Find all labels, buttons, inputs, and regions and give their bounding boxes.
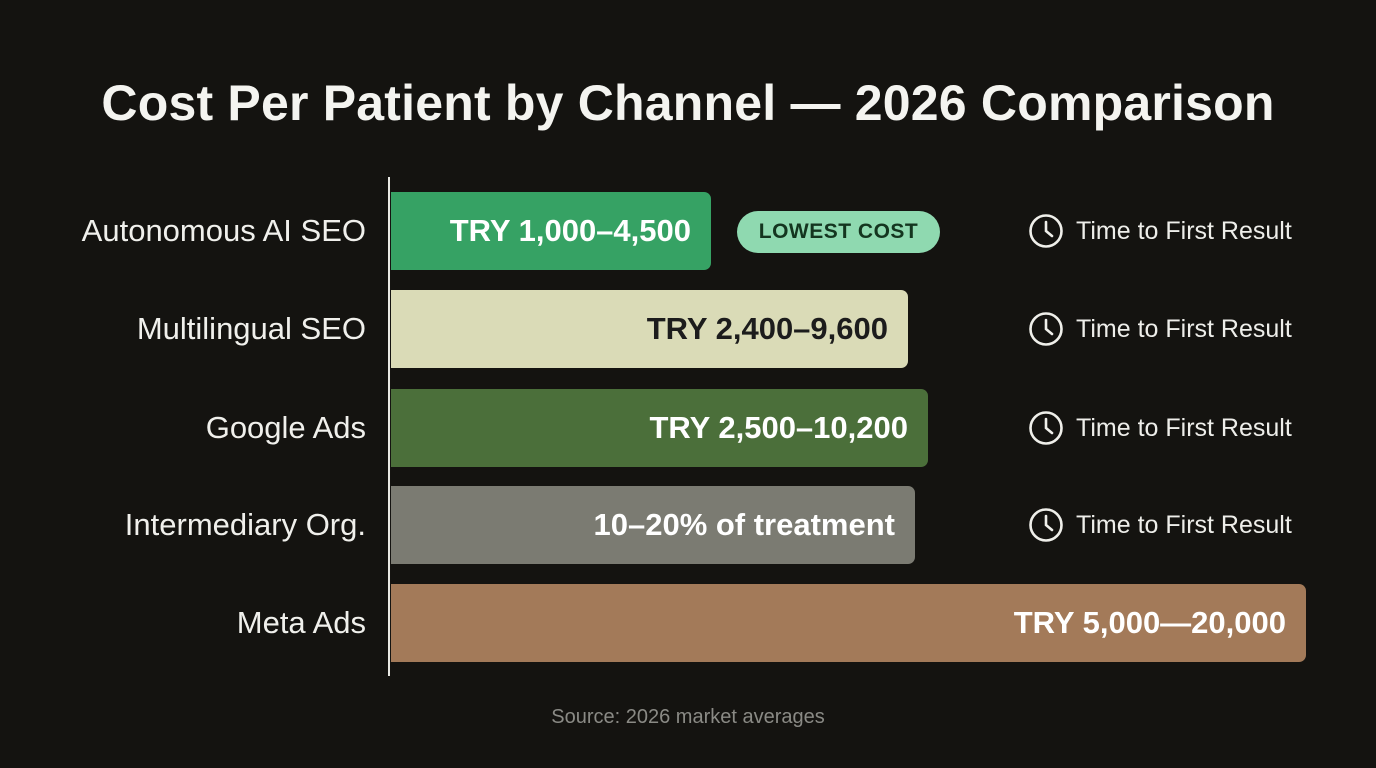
bar-row: Multilingual SEO TRY 2,400–9,600 Time to F… <box>0 290 1376 368</box>
bar-row: Autonomous AI SEO TRY 1,000–4,500 LOWEST C… <box>0 192 1376 270</box>
time-to-first-result: Time to First Result <box>1028 486 1292 564</box>
clock-icon <box>1029 508 1063 542</box>
category-label: Autonomous AI SEO <box>81 213 366 248</box>
category-label: Google Ads <box>205 410 366 445</box>
bar-value-label: TRY 2,400–9,600 <box>646 311 888 346</box>
bar-value-label: TRY 2,500–10,200 <box>649 410 908 445</box>
category-label: Intermediary Org. <box>124 507 366 542</box>
bar-value-label: TRY 1,000–4,500 <box>449 213 691 248</box>
source-note: Source: 2026 market averages <box>551 706 825 728</box>
time-to-first-result-label: Time to First Result <box>1076 413 1292 442</box>
time-to-first-result-label: Time to First Result <box>1076 314 1292 343</box>
bar <box>391 290 908 368</box>
time-to-first-result: Time to First Result <box>1028 192 1292 270</box>
bar-row: Intermediary Org. 10–20% of treatment Time… <box>0 486 1376 564</box>
bar-value-label: TRY 5,000—20,000 <box>1013 605 1286 640</box>
bar <box>391 389 928 467</box>
clock-icon <box>1029 312 1063 346</box>
time-to-first-result-label: Time to First Result <box>1076 216 1292 245</box>
bar-row: Google Ads TRY 2,500–10,200 Time to First … <box>0 389 1376 467</box>
bar-row: Meta Ads TRY 5,000—20,000 <box>0 584 1376 662</box>
category-label: Multilingual SEO <box>136 311 366 346</box>
category-label: Meta Ads <box>236 605 366 640</box>
time-to-first-result-label: Time to First Result <box>1076 510 1292 539</box>
bar <box>391 486 915 564</box>
clock-icon <box>1029 214 1063 248</box>
time-to-first-result: Time to First Result <box>1028 389 1292 467</box>
clock-icon <box>1029 411 1063 445</box>
time-to-first-result: Time to First Result <box>1028 290 1292 368</box>
y-axis-line <box>388 177 390 676</box>
bar-value-label: 10–20% of treatment <box>593 507 895 542</box>
lowest-cost-badge: LOWEST COST <box>737 211 940 253</box>
bar <box>391 584 1306 662</box>
chart-title: Cost Per Patient by Channel — 2026 Compa… <box>101 75 1275 131</box>
bar <box>391 192 711 270</box>
